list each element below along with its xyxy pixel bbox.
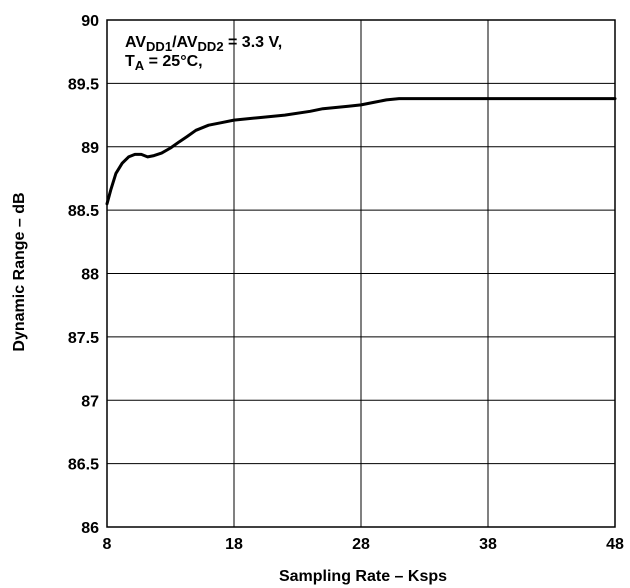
y-tick-label: 88.5 [68,203,99,220]
y-tick-label: 86 [81,520,99,537]
grid [106,19,616,528]
annotation-line-1: AVDD1/AVDD2 = 3.3 V, [125,34,282,54]
x-tick-labels: 8 18 28 38 48 [103,536,624,553]
x-tick-label: 38 [479,536,497,553]
y-tick-label: 87 [81,393,99,410]
x-tick-label: 8 [103,536,112,553]
y-tick-label: 90 [81,13,99,30]
x-tick-label: 18 [225,536,243,553]
y-tick-label: 87.5 [68,330,99,347]
x-tick-label: 48 [606,536,624,553]
annotation-line-2: TA = 25°C, [125,53,203,73]
series-line [105,97,617,206]
plot-frame [106,19,616,528]
series-layer [105,97,617,206]
y-tick-label: 89.5 [68,76,99,93]
y-tick-labels: 86 86.5 87 87.5 88 88.5 89 89.5 90 [68,13,99,537]
y-tick-label: 89 [81,140,99,157]
y-axis-title: Dynamic Range – dB [11,192,28,351]
y-tick-label: 88 [81,267,99,284]
x-axis-title: Sampling Rate – Ksps [279,568,447,585]
y-tick-label: 86.5 [68,457,99,474]
x-tick-label: 28 [352,536,370,553]
